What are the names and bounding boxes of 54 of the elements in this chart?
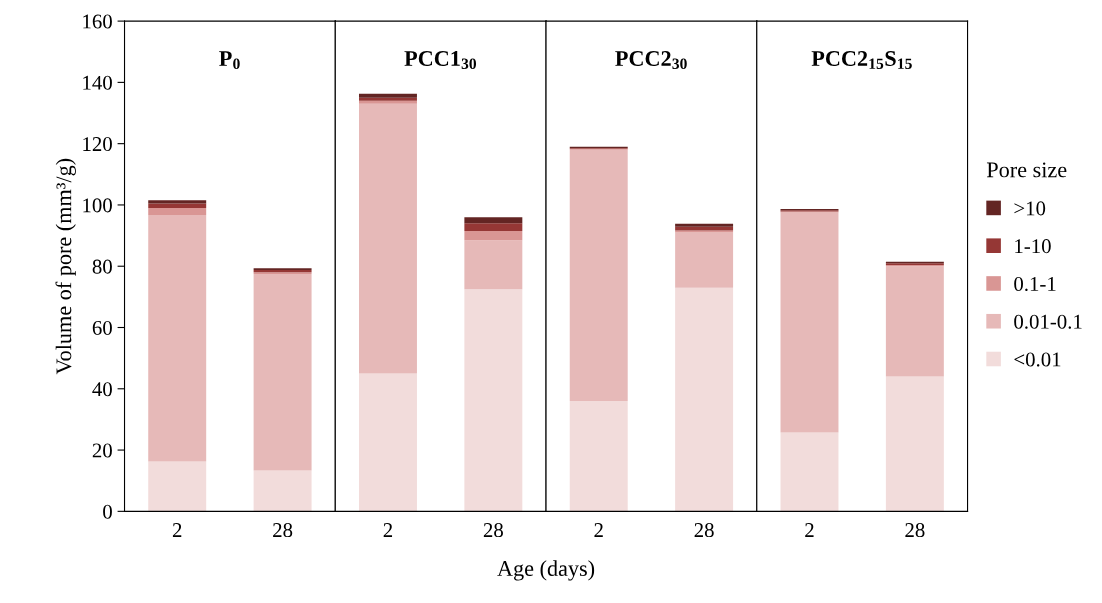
legend-label: 0.01-0.1 xyxy=(1014,314,1082,329)
bar xyxy=(148,203,207,209)
bar xyxy=(780,432,839,512)
x-axis-title: Age (days) xyxy=(497,560,595,581)
y-tick-label: 100 xyxy=(83,198,112,213)
legend-label: <0.01 xyxy=(1014,352,1061,367)
text: PCC2$_{30}$ xyxy=(615,51,687,69)
bar xyxy=(675,232,734,288)
bar xyxy=(464,240,523,290)
bar xyxy=(780,212,839,433)
bar xyxy=(148,461,207,512)
bar xyxy=(253,273,312,471)
bar xyxy=(148,200,207,204)
bar xyxy=(464,230,523,241)
bar xyxy=(675,287,734,512)
y-tick-label: 80 xyxy=(92,259,112,274)
y-tick-label: 20 xyxy=(92,443,112,458)
bar xyxy=(885,266,944,377)
x-tick-label: 28 xyxy=(273,523,293,538)
legend-label: 0.1-1 xyxy=(1014,276,1056,292)
bar xyxy=(464,223,523,231)
bar xyxy=(358,103,417,374)
legend-title: Pore size xyxy=(986,162,1067,178)
y-tick-label: 140 xyxy=(83,75,112,90)
y-tick-label: 40 xyxy=(92,382,112,397)
bar xyxy=(675,223,734,227)
text: PCC1$_{30}$ xyxy=(404,51,477,69)
x-tick-label: 2 xyxy=(383,523,393,537)
bar xyxy=(464,217,523,224)
x-tick-label: 2 xyxy=(805,523,814,537)
bar xyxy=(569,149,628,402)
bar xyxy=(675,230,734,233)
y-axis-title: Volume of pore (mm³/g) xyxy=(55,158,76,375)
bar xyxy=(148,208,207,216)
bar xyxy=(358,373,417,512)
y-tick-label: 120 xyxy=(83,137,112,152)
bar xyxy=(253,470,312,512)
text: PCC2$_{15}$S$_{15}$ xyxy=(811,51,912,69)
bar xyxy=(885,376,944,512)
text: P$_{0}$ xyxy=(219,51,240,70)
legend-label: >10 xyxy=(1014,201,1046,216)
x-tick-label: 28 xyxy=(905,523,925,538)
legend-label: 1-10 xyxy=(1015,239,1051,254)
y-tick-label: 0 xyxy=(103,504,112,519)
x-tick-label: 28 xyxy=(694,523,714,538)
x-tick-label: 2 xyxy=(172,523,182,537)
x-tick-label: 28 xyxy=(483,523,503,538)
x-tick-label: 2 xyxy=(594,523,603,537)
y-tick-label: 160 xyxy=(83,14,112,29)
bar xyxy=(358,93,417,98)
y-tick-label: 60 xyxy=(92,320,112,335)
bar xyxy=(464,289,523,512)
bar xyxy=(148,215,207,462)
bar xyxy=(569,401,628,512)
